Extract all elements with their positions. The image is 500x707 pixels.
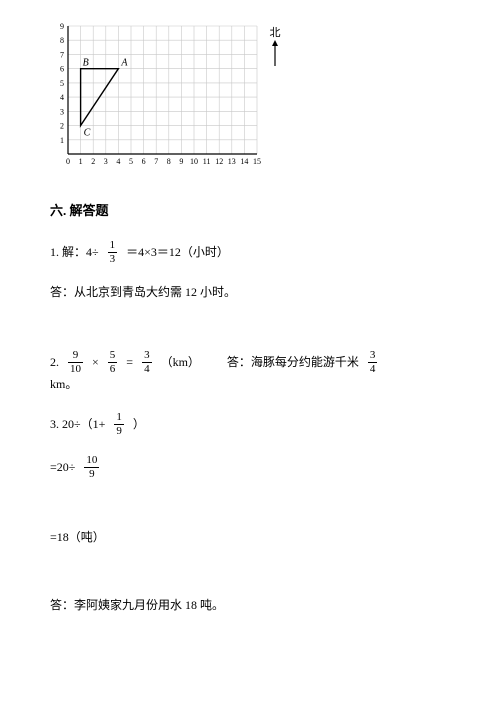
p1-prefix: 1. 解：4÷ [50,245,99,259]
svg-text:2: 2 [60,122,64,131]
svg-text:10: 10 [190,157,198,166]
p3-answer: 答：李阿姨家九月份用水 18 吨。 [50,596,450,615]
svg-text:4: 4 [116,157,120,166]
svg-text:12: 12 [215,157,223,166]
p2-tail: km。 [50,375,450,394]
svg-text:9: 9 [179,157,183,166]
svg-text:1: 1 [60,136,64,145]
p2-prefix: 2. [50,355,59,369]
svg-text:7: 7 [60,50,64,59]
problem-3-line2: =20÷ 10 9 [50,455,450,480]
svg-text:15: 15 [253,157,261,166]
svg-text:11: 11 [203,157,211,166]
problem-3-line1: 3. 20÷（1+ 1 9 ） [50,412,450,437]
p1-frac-den: 3 [108,253,118,265]
svg-text:6: 6 [60,65,64,74]
svg-text:7: 7 [154,157,158,166]
svg-text:2: 2 [91,157,95,166]
p2-f3: 3 4 [142,350,152,375]
problem-2: 2. 9 10 × 5 6 = 3 4 （km） 答：海豚每分约能游千米 3 4… [50,350,450,394]
p1-frac-num: 1 [108,240,118,253]
svg-text:14: 14 [240,157,248,166]
svg-text:5: 5 [129,157,133,166]
svg-text:9: 9 [60,22,64,31]
svg-text:3: 3 [104,157,108,166]
p2-f4: 3 4 [368,350,378,375]
svg-text:5: 5 [60,79,64,88]
triangle-grid-chart: 0123456789101112131415123456789ABC北 [50,20,450,176]
p1-suffix: ＝4×3＝12（小时） [126,245,229,259]
svg-text:4: 4 [60,93,64,102]
problem-1: 1. 解：4÷ 1 3 ＝4×3＝12（小时） [50,240,450,265]
svg-text:C: C [84,128,91,139]
svg-text:B: B [83,58,89,69]
p3-f1: 1 9 [114,412,124,437]
p2-ans-prefix: 答：海豚每分约能游千米 [227,355,359,369]
svg-text:8: 8 [60,36,64,45]
p1-fraction: 1 3 [108,240,118,265]
svg-text:A: A [120,58,128,69]
p2-eq: = [126,355,133,369]
svg-text:1: 1 [79,157,83,166]
p1-answer: 答：从北京到青岛大约需 12 小时。 [50,283,450,302]
p3-f2: 10 9 [84,455,99,480]
svg-text:8: 8 [167,157,171,166]
svg-text:0: 0 [66,157,70,166]
section-heading: 六. 解答题 [50,201,450,222]
svg-text:13: 13 [228,157,236,166]
p2-f2: 5 6 [108,350,118,375]
svg-text:3: 3 [60,107,64,116]
p2-f1: 9 10 [68,350,83,375]
p2-unit: （km） [161,355,200,369]
svg-text:北: 北 [270,26,281,39]
p2-times: × [92,355,99,369]
p3-l1-prefix: 3. 20÷（1+ [50,417,105,431]
problem-3-line3: =18（吨） [50,528,450,547]
grid-svg: 0123456789101112131415123456789ABC北 [50,20,285,170]
svg-text:6: 6 [142,157,146,166]
p3-l1-suffix: ） [133,417,145,431]
p3-l2-prefix: =20÷ [50,460,75,474]
